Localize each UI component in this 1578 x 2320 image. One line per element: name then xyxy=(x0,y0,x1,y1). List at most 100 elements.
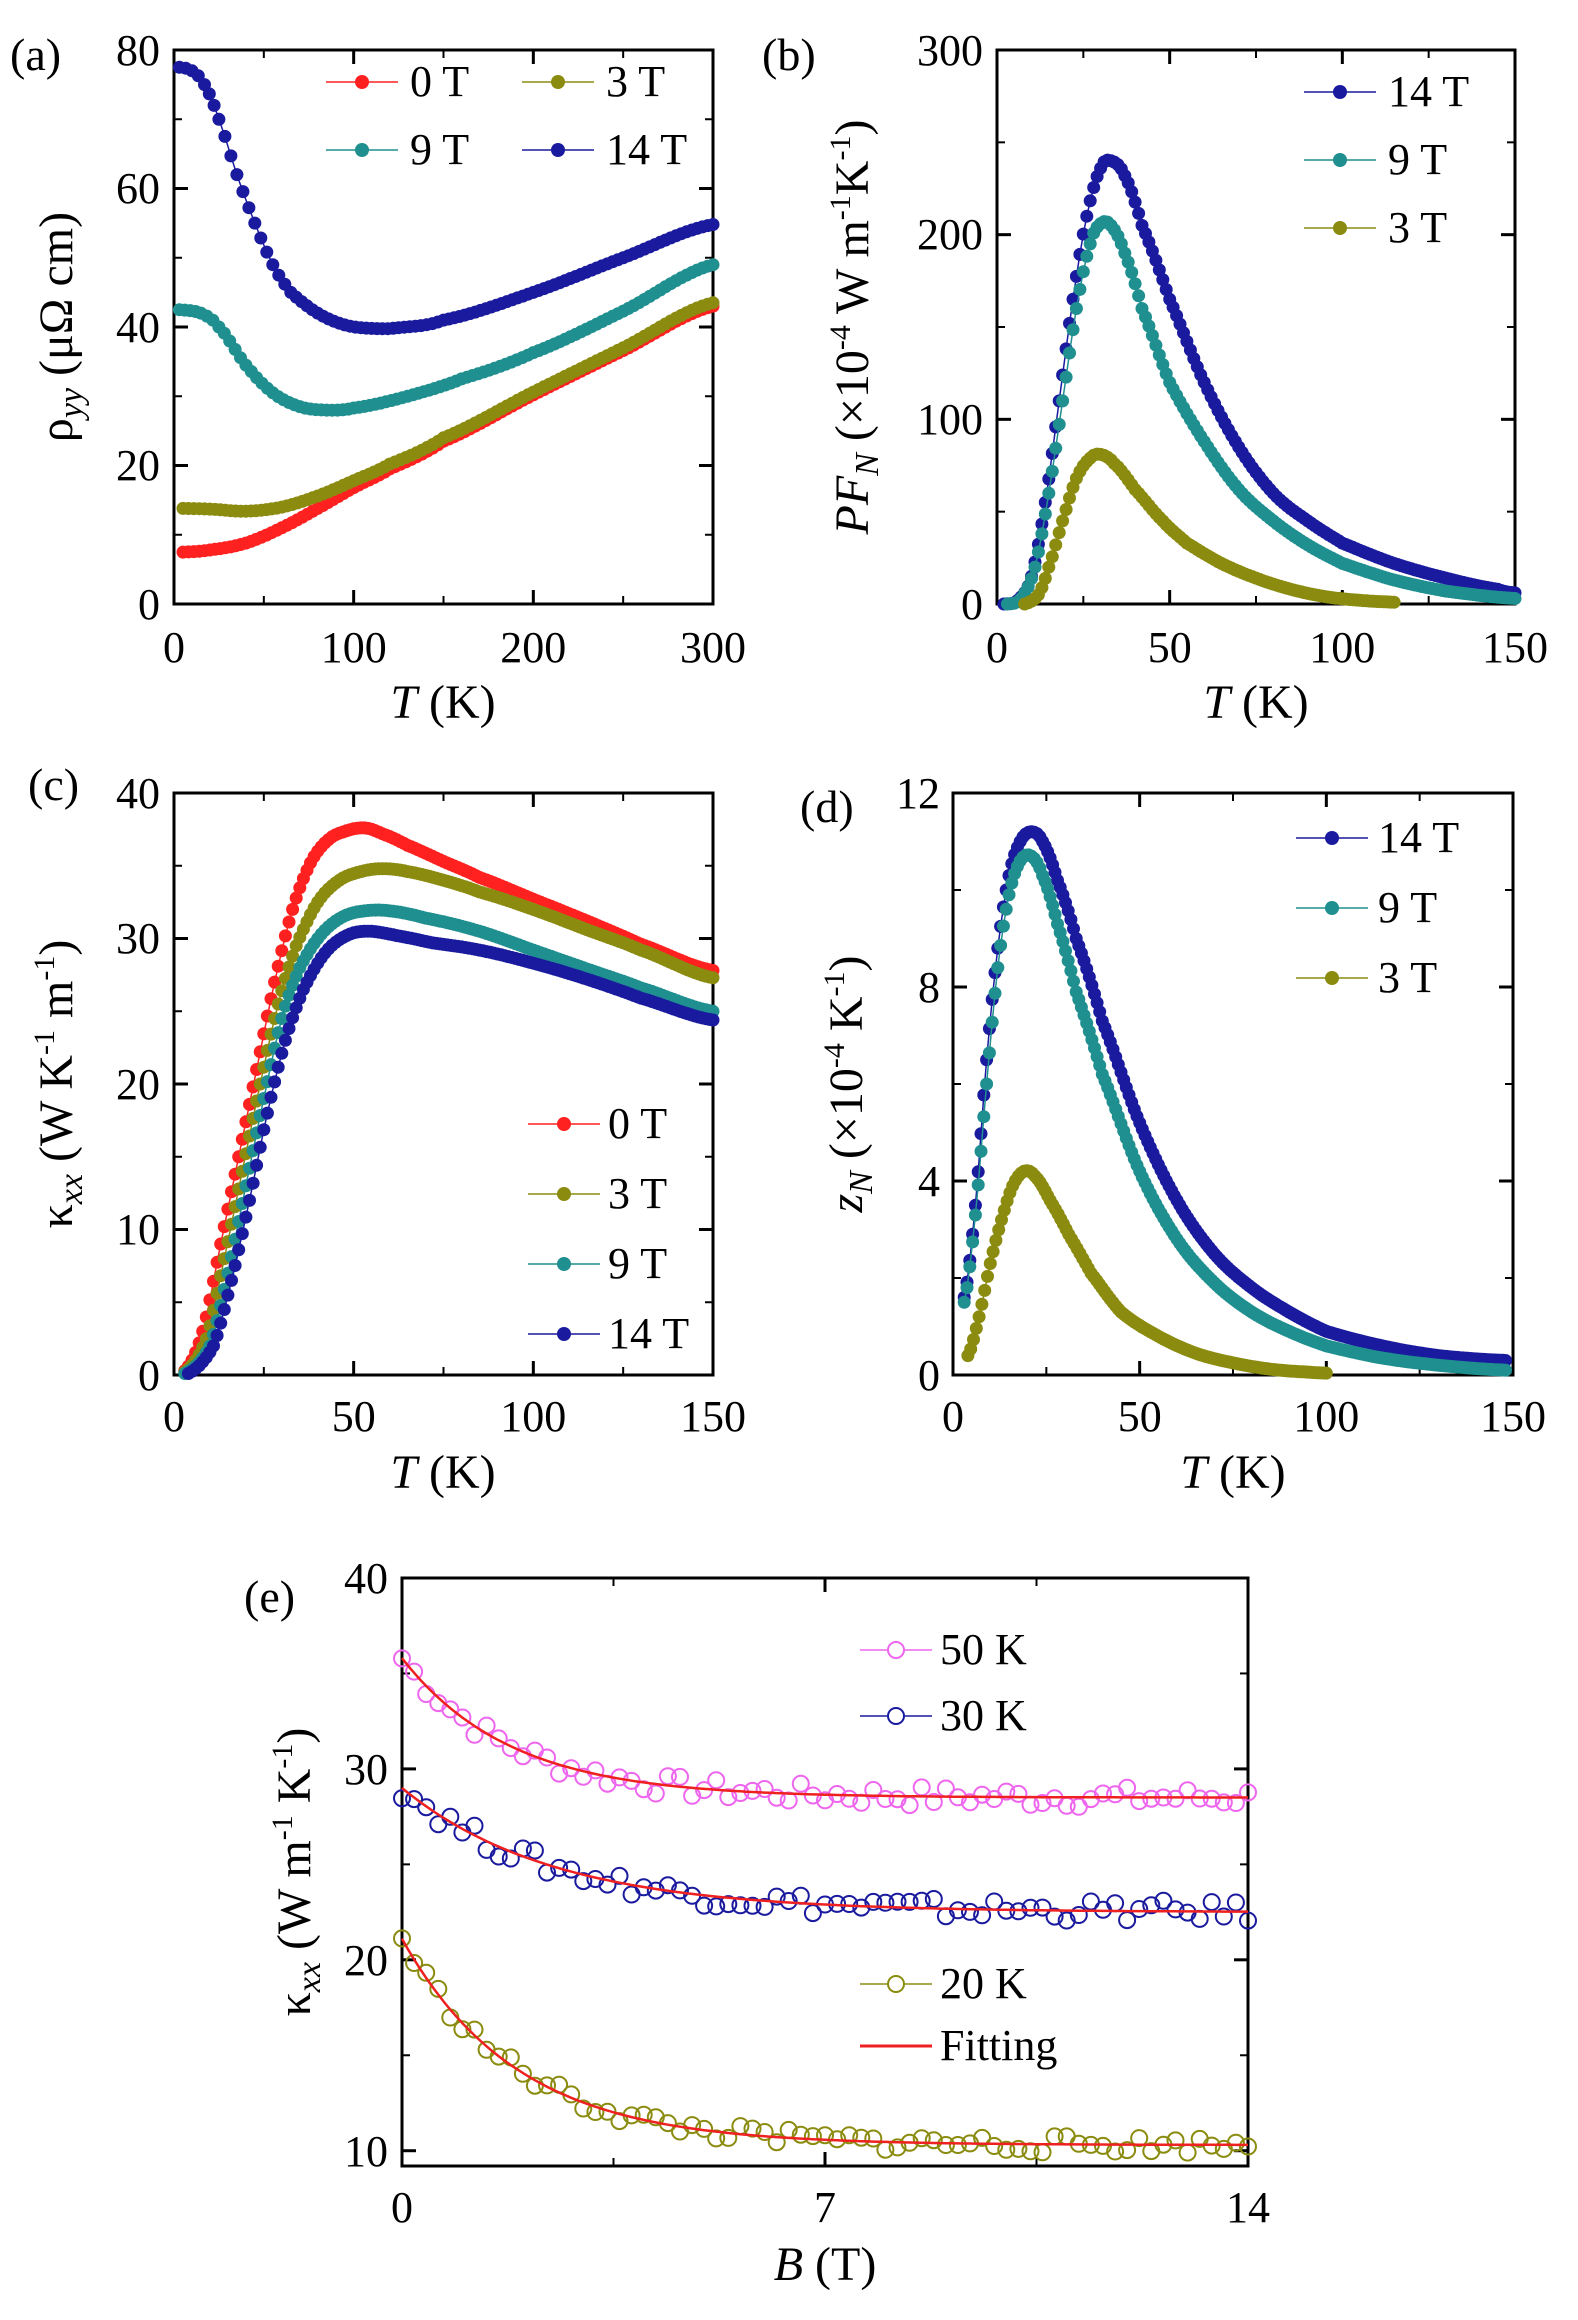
legend-marker-d-0 xyxy=(1325,831,1339,845)
point-c-3-14 xyxy=(232,1243,246,1257)
point-b-1-13 xyxy=(1045,464,1059,478)
point-e-2-43 xyxy=(912,2129,931,2148)
point-e-1-40 xyxy=(876,1893,895,1912)
point-b-2-8 xyxy=(1045,550,1059,564)
x-tick-c-0: 0 xyxy=(163,1392,185,1441)
fit-line-e-2 xyxy=(400,1938,1248,2147)
point-b-1-15 xyxy=(1052,417,1066,431)
point-c-2-29 xyxy=(282,988,296,1002)
point-a-3-6 xyxy=(207,98,221,112)
point-c-0-26 xyxy=(271,959,285,973)
point-e-1-55 xyxy=(1057,1911,1076,1930)
point-d-2-133 xyxy=(1319,1366,1333,1380)
point-c-2-28 xyxy=(278,999,292,1013)
x-tick-e-1: 7 xyxy=(814,2183,836,2232)
y-tick-d-0: 0 xyxy=(918,1351,940,1400)
point-c-3-8 xyxy=(210,1329,224,1342)
point-e-2-0 xyxy=(393,1929,411,1948)
legend-marker-b-0 xyxy=(1333,85,1347,99)
point-e-1-41 xyxy=(888,1892,907,1911)
point-b-2-6 xyxy=(1038,571,1052,585)
series-b-2 xyxy=(1018,447,1401,611)
point-d-0-6 xyxy=(974,1127,988,1141)
x-tick-d-3: 150 xyxy=(1480,1392,1546,1441)
point-b-1-7 xyxy=(1025,572,1038,585)
point-e-2-2 xyxy=(417,1963,436,1982)
legend-label-d-2: 3 T xyxy=(1378,953,1437,1002)
point-e-0-30 xyxy=(755,1780,774,1798)
point-c-3-21 xyxy=(257,1123,271,1137)
point-e-1-6 xyxy=(465,1816,484,1835)
legend-d: 14 T 9 T 3 T xyxy=(1296,813,1459,1002)
point-d-1-15 xyxy=(999,902,1013,916)
y-tick-a-3: 60 xyxy=(116,164,160,213)
point-b-2-13 xyxy=(1063,491,1076,505)
point-c-3-19 xyxy=(250,1158,264,1172)
x-tick-a-0: 0 xyxy=(163,623,185,672)
point-a-3-10 xyxy=(230,168,244,182)
x-tick-b-1: 50 xyxy=(1148,623,1192,672)
series-line-b-1 xyxy=(1007,220,1516,605)
x-tick-d-0: 0 xyxy=(942,1392,964,1441)
point-e-0-39 xyxy=(864,1781,883,1799)
panel-b: (b) 0 50 100 150 0 100 200 300 T (K) PFN… xyxy=(762,26,1548,729)
point-c-1-29 xyxy=(282,960,296,974)
series-c-3 xyxy=(181,924,720,1380)
point-e-0-57 xyxy=(1081,1790,1100,1809)
point-e-2-24 xyxy=(683,2116,702,2135)
panel-label-d: (d) xyxy=(800,781,854,832)
point-e-0-33 xyxy=(791,1774,810,1793)
y-tick-e-2: 30 xyxy=(344,1745,388,1794)
point-c-3-22 xyxy=(260,1106,274,1120)
point-a-1-101 xyxy=(706,296,720,310)
point-e-2-31 xyxy=(767,2133,786,2152)
legend-label-a-1: 3 T xyxy=(606,57,665,106)
point-e-2-61 xyxy=(1130,2129,1149,2148)
point-b-1-17 xyxy=(1059,370,1073,384)
legend-marker-a-2 xyxy=(355,143,369,157)
point-c-3-25 xyxy=(271,1060,285,1074)
legend-marker-d-2 xyxy=(1325,971,1339,985)
legend-label-b-0: 14 T xyxy=(1388,67,1469,116)
y-tick-b-0: 0 xyxy=(961,580,983,629)
point-e-1-53 xyxy=(1033,1898,1052,1917)
legend-label-c-0: 0 T xyxy=(608,1099,667,1148)
point-e-0-8 xyxy=(489,1729,508,1748)
point-d-2-5 xyxy=(975,1297,989,1311)
point-c-0-30 xyxy=(286,902,300,916)
point-e-2-30 xyxy=(755,2123,774,2141)
point-b-2-7 xyxy=(1042,560,1056,574)
point-b-1-18 xyxy=(1063,346,1076,360)
y-tick-b-3: 300 xyxy=(917,26,983,75)
legend-label-c-3: 14 T xyxy=(608,1309,689,1358)
point-e-1-48 xyxy=(973,1906,992,1925)
point-b-1-12 xyxy=(1042,486,1056,500)
point-e-0-59 xyxy=(1106,1785,1125,1804)
legend-marker-d-1 xyxy=(1325,901,1339,915)
point-e-1-27 xyxy=(719,1895,738,1914)
legend-marker-c-0 xyxy=(557,1117,571,1131)
point-b-1-8 xyxy=(1028,560,1042,574)
y-tick-d-3: 12 xyxy=(896,769,940,818)
y-tick-e-0: 10 xyxy=(344,2127,388,2176)
point-e-0-40 xyxy=(876,1790,895,1808)
point-b-2-11 xyxy=(1056,514,1070,528)
point-c-3-18 xyxy=(246,1176,260,1190)
point-c-3-16 xyxy=(239,1210,253,1224)
legend-c: 0 T 3 T 9 T 14 T xyxy=(528,1099,689,1358)
point-e-2-6 xyxy=(465,2020,484,2039)
series-line-a-3 xyxy=(179,66,714,330)
point-c-0-28 xyxy=(278,929,292,943)
point-e-0-43 xyxy=(912,1778,931,1797)
point-e-0-21 xyxy=(646,1784,665,1803)
point-d-1-10 xyxy=(985,1015,999,1029)
point-b-0-47 xyxy=(1159,283,1173,296)
point-e-2-20 xyxy=(634,2105,653,2124)
point-e-0-64 xyxy=(1166,1789,1185,1808)
point-e-1-39 xyxy=(864,1892,883,1911)
y-tick-b-1: 100 xyxy=(917,395,983,444)
point-e-1-19 xyxy=(622,1885,641,1904)
point-e-1-11 xyxy=(525,1841,544,1860)
point-e-2-3 xyxy=(429,1979,448,1998)
